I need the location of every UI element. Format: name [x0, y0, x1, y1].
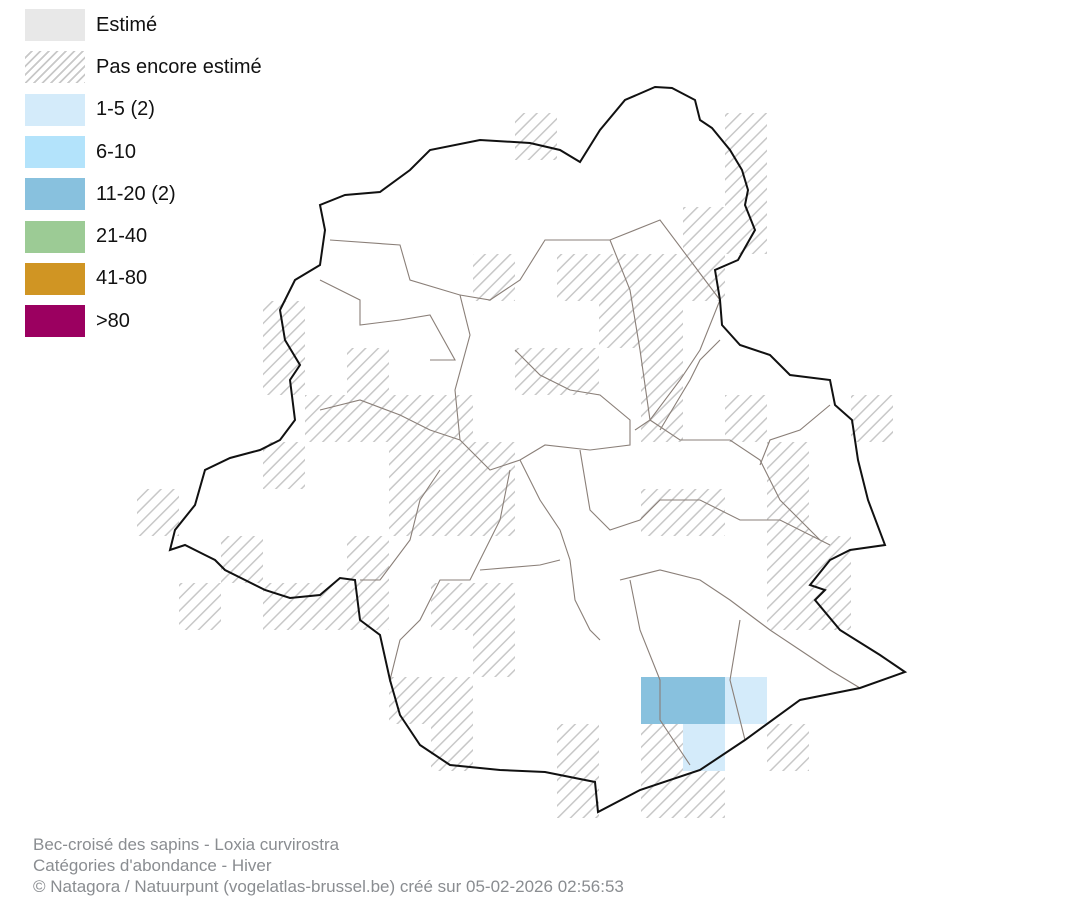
legend-label: 21-40 — [96, 225, 148, 248]
grid-cell-not-estimated — [683, 489, 725, 536]
map-subtitle: Catégories d'abondance - Hiver — [33, 856, 272, 875]
grid-cell-not-estimated — [263, 348, 305, 395]
grid-cell-not-estimated — [389, 489, 431, 536]
species-title: Bec-croisé des sapins - Loxia curvirostr… — [33, 835, 340, 854]
grid-cell-not-estimated — [767, 536, 809, 583]
commune-line — [759, 404, 831, 466]
grid-cell-not-estimated — [389, 442, 431, 489]
grid-cell-not-estimated — [767, 583, 809, 630]
commune-line — [619, 569, 861, 689]
grid-cell-not-estimated — [431, 395, 473, 442]
commune-line — [360, 469, 441, 581]
commune-line — [459, 349, 631, 471]
grid-cell-not-estimated — [683, 207, 725, 254]
commune-line — [629, 579, 691, 766]
grid-cell-not-estimated — [137, 489, 179, 536]
grid-cell-not-estimated — [809, 583, 851, 630]
grid-cell-not-estimated — [431, 677, 473, 724]
grid-cells — [137, 113, 893, 818]
grid-cell-not-estimated — [599, 254, 641, 301]
region-boundary — [168, 85, 908, 814]
grid-cell-not-estimated — [473, 583, 515, 630]
commune-line — [729, 619, 746, 741]
legend-label: 11-20 (2) — [96, 182, 176, 205]
commune-line — [519, 459, 601, 641]
map-caption: Bec-croisé des sapins - Loxia curvirostr… — [33, 834, 624, 897]
legend-swatch — [25, 305, 85, 338]
grid-cell-not-estimated — [557, 254, 599, 301]
commune-line — [659, 339, 721, 431]
grid-cell-not-estimated — [767, 489, 809, 536]
legend-label: >80 — [96, 309, 130, 332]
grid-cell-not-estimated — [431, 583, 473, 630]
grid-cell-not-estimated — [347, 583, 389, 630]
legend-label: Pas encore estimé — [96, 55, 262, 78]
grid-cell-not-estimated — [641, 724, 683, 771]
commune-line — [579, 449, 831, 546]
grid-cell-not-estimated — [473, 442, 515, 489]
grid-cell-not-estimated — [473, 254, 515, 301]
copyright: © Natagora / Natuurpunt (vogelatlas-brus… — [33, 877, 624, 896]
legend-item: Estimé — [25, 4, 262, 46]
legend-label: 6-10 — [96, 140, 137, 163]
legend-label: 1-5 (2) — [96, 98, 155, 121]
grid-cell-not-estimated — [347, 348, 389, 395]
grid-cell-not-estimated — [557, 348, 599, 395]
commune-line — [609, 239, 821, 541]
grid-cell-11-20 — [683, 677, 725, 724]
legend-swatch — [25, 136, 85, 169]
grid-cell-not-estimated — [599, 301, 641, 348]
commune-line — [479, 559, 561, 571]
legend-swatch — [25, 9, 85, 42]
legend-label: 41-80 — [96, 267, 148, 290]
grid-cell-not-estimated — [221, 536, 263, 583]
commune-line — [319, 279, 456, 361]
grid-cell-not-estimated — [431, 442, 473, 489]
legend-item: 6-10 — [25, 131, 262, 173]
legend-label: Estimé — [96, 13, 158, 36]
grid-cell-not-estimated — [473, 489, 515, 536]
grid-cell-not-estimated — [641, 348, 683, 395]
legend-item: Pas encore estimé — [25, 46, 262, 88]
grid-cell-not-estimated — [725, 395, 767, 442]
grid-cell-not-estimated — [557, 724, 599, 771]
grid-cell-1-5 — [725, 677, 767, 724]
commune-line — [319, 239, 471, 441]
legend-swatch — [25, 93, 85, 126]
grid-cell-not-estimated — [851, 395, 893, 442]
legend-item: >80 — [25, 300, 262, 342]
legend-swatch — [25, 51, 85, 84]
grid-cell-11-20 — [641, 677, 683, 724]
commune-line — [459, 219, 721, 431]
grid-cell-not-estimated — [263, 301, 305, 348]
grid-cell-not-estimated — [389, 395, 431, 442]
grid-cell-not-estimated — [263, 583, 305, 630]
grid-cell-not-estimated — [179, 583, 221, 630]
grid-cell-not-estimated — [767, 724, 809, 771]
grid-cell-not-estimated — [263, 442, 305, 489]
grid-cell-not-estimated — [305, 395, 347, 442]
grid-cell-not-estimated — [431, 724, 473, 771]
legend-item: 41-80 — [25, 258, 262, 300]
grid-cell-not-estimated — [515, 113, 557, 160]
grid-cell-not-estimated — [347, 536, 389, 583]
commune-boundaries — [319, 219, 861, 766]
commune-line — [389, 469, 511, 681]
grid-cell-1-5 — [683, 724, 725, 771]
legend: Estimé Pas encore estimé 1-5 (2) 6-10 11-20 … — [25, 4, 262, 342]
grid-cell-not-estimated — [683, 771, 725, 818]
legend-item: 21-40 — [25, 215, 262, 257]
grid-cell-not-estimated — [431, 489, 473, 536]
grid-cell-not-estimated — [641, 301, 683, 348]
legend-swatch — [25, 178, 85, 211]
legend-item: 11-20 (2) — [25, 173, 262, 215]
grid-cell-not-estimated — [641, 254, 683, 301]
legend-item: 1-5 (2) — [25, 89, 262, 131]
legend-swatch — [25, 262, 85, 295]
grid-cell-not-estimated — [767, 442, 809, 489]
grid-cell-not-estimated — [473, 630, 515, 677]
legend-swatch — [25, 220, 85, 253]
